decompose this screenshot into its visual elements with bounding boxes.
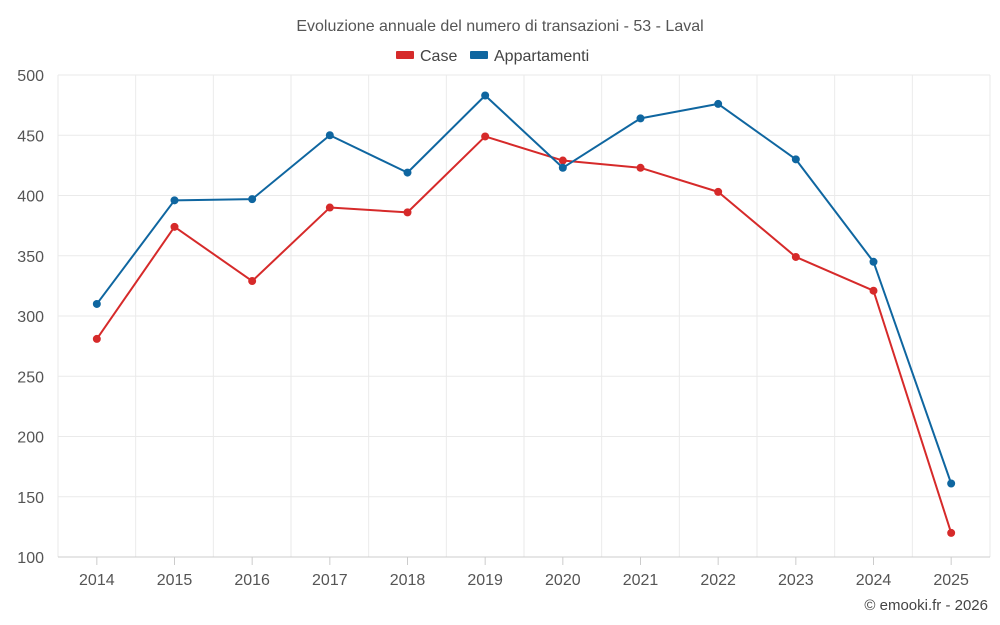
data-point-case[interactable] (791, 252, 800, 261)
y-tick-label: 250 (17, 369, 44, 386)
data-point-case[interactable] (947, 528, 956, 537)
x-tick-label: 2021 (623, 572, 659, 589)
y-tick-label: 450 (17, 128, 44, 145)
x-tick-label: 2014 (79, 572, 115, 589)
legend-item-appartamenti[interactable]: Appartamenti (470, 48, 589, 65)
series-layer (92, 91, 956, 537)
data-point-case[interactable] (714, 187, 723, 196)
x-tick-label: 2020 (545, 572, 581, 589)
data-point-case[interactable] (248, 277, 257, 286)
y-tick-label: 100 (17, 550, 44, 567)
y-tick-label: 150 (17, 490, 44, 507)
legend-item-case[interactable]: Case (396, 48, 457, 65)
data-point-case[interactable] (481, 132, 490, 141)
y-tick-label: 350 (17, 249, 44, 266)
y-tick-label: 200 (17, 430, 44, 447)
data-point-appartamenti[interactable] (791, 155, 800, 164)
data-point-appartamenti[interactable] (947, 479, 956, 488)
data-point-appartamenti[interactable] (170, 196, 179, 205)
data-point-appartamenti[interactable] (403, 168, 412, 177)
data-point-case[interactable] (558, 156, 567, 165)
data-point-appartamenti[interactable] (325, 131, 334, 140)
x-tick-label: 2025 (933, 572, 969, 589)
credit-text: © emooki.fr - 2026 (864, 597, 988, 614)
x-tick-label: 2023 (778, 572, 814, 589)
data-point-case[interactable] (636, 163, 645, 172)
legend-swatch-case (396, 51, 414, 59)
data-point-case[interactable] (170, 222, 179, 231)
legend-label-case: Case (420, 48, 457, 65)
x-tick-label: 2016 (234, 572, 270, 589)
y-tick-label: 500 (17, 68, 44, 85)
data-point-case[interactable] (325, 203, 334, 212)
data-point-appartamenti[interactable] (481, 91, 490, 100)
x-tick-label: 2022 (700, 572, 736, 589)
x-tick-label: 2018 (390, 572, 426, 589)
y-axis: 100 150 200 250 300 350 400 450 500 (17, 68, 44, 567)
data-point-case[interactable] (92, 334, 101, 343)
data-point-case[interactable] (869, 286, 878, 295)
data-point-appartamenti[interactable] (558, 163, 567, 172)
data-point-appartamenti[interactable] (714, 99, 723, 108)
x-tick-label: 2024 (856, 572, 892, 589)
y-tick-label: 400 (17, 189, 44, 206)
legend-label-appartamenti: Appartamenti (494, 48, 589, 65)
data-point-case[interactable] (403, 208, 412, 217)
x-tick-label: 2017 (312, 572, 348, 589)
chart-title: Evoluzione annuale del numero di transaz… (296, 18, 703, 35)
data-point-appartamenti[interactable] (869, 257, 878, 266)
data-point-appartamenti[interactable] (248, 195, 257, 204)
x-tick-label: 2015 (157, 572, 193, 589)
y-tick-label: 300 (17, 309, 44, 326)
x-axis: 2014 2015 2016 2017 2018 2019 2020 2021 2022 2023… (58, 556, 990, 589)
data-point-appartamenti[interactable] (636, 114, 645, 123)
x-tick-label: 2019 (467, 572, 503, 589)
series-line-appartamenti (96, 94, 953, 484)
grid (57, 74, 991, 558)
legend: Case Appartamenti (396, 48, 589, 65)
data-point-appartamenti[interactable] (92, 299, 101, 308)
series-line-case (96, 135, 953, 534)
legend-swatch-appartamenti (470, 51, 488, 59)
